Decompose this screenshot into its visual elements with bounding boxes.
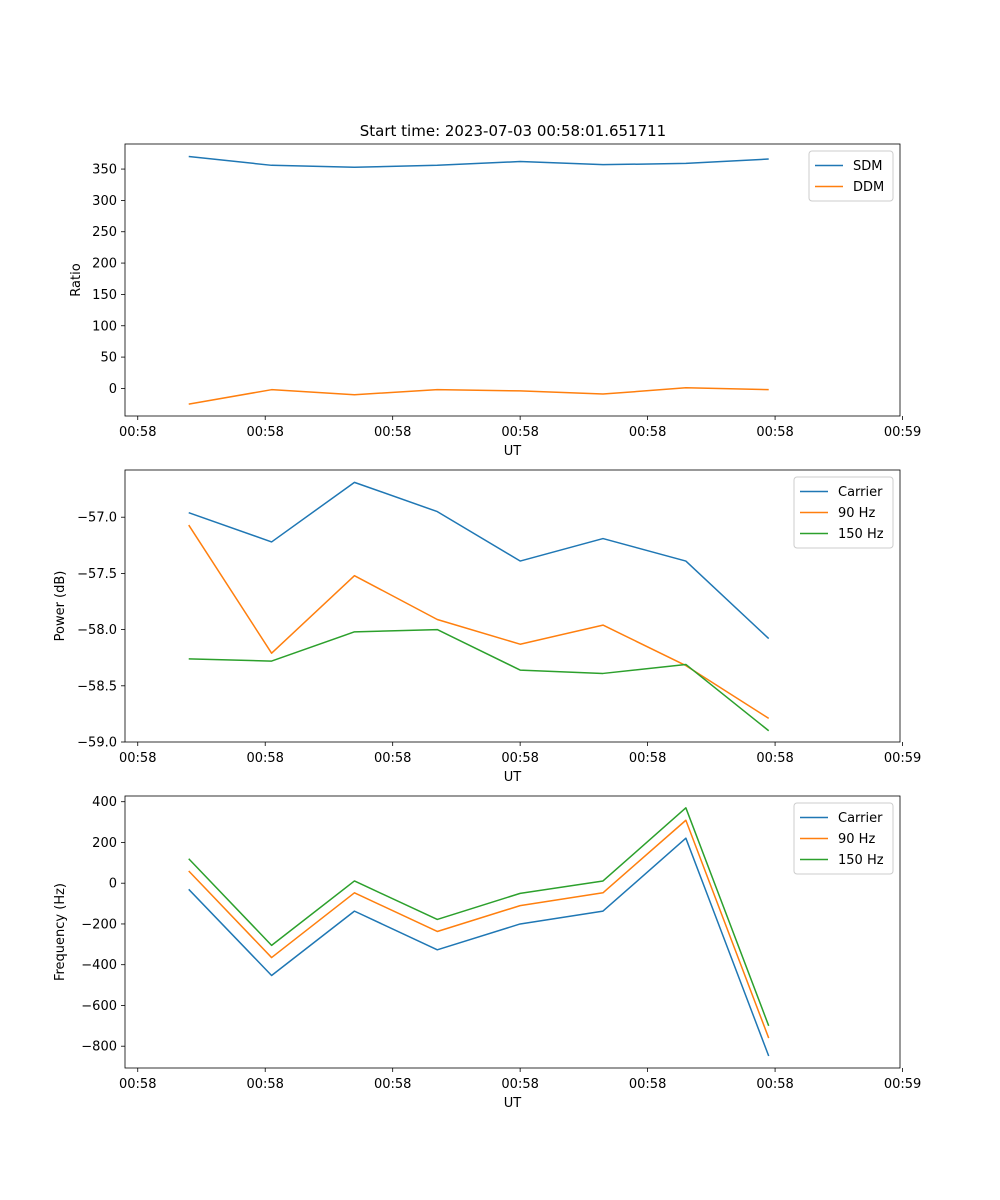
legend-label: 150 Hz <box>838 527 884 542</box>
legend-box <box>793 476 894 549</box>
y-tick-label: −59.0 <box>77 736 117 751</box>
y-tick-label: −600 <box>81 999 117 1014</box>
y-tick-label: 100 <box>92 319 117 334</box>
y-tick-label: 50 <box>100 351 117 366</box>
x-tick-label: 00:58 <box>374 751 411 766</box>
x-axis-label: UT <box>504 1096 522 1111</box>
x-tick-label: 00:58 <box>756 425 793 440</box>
legend-box <box>793 802 894 875</box>
y-tick-label: 150 <box>92 288 117 303</box>
x-tick-label: 00:58 <box>501 751 538 766</box>
figure-title: Start time: 2023-07-03 00:58:01.651711 <box>360 122 666 140</box>
y-tick-label: 300 <box>92 194 117 209</box>
x-tick-label: 00:58 <box>246 751 283 766</box>
y-tick-label: −800 <box>81 1040 117 1055</box>
legend-label: 150 Hz <box>838 853 884 868</box>
y-axis-label: Ratio <box>69 263 84 296</box>
y-tick-label: 200 <box>92 257 117 272</box>
y-tick-label: 200 <box>92 836 117 851</box>
x-tick-label: 00:58 <box>756 1077 793 1092</box>
y-tick-label: −57.5 <box>77 567 117 582</box>
y-tick-label: 400 <box>92 795 117 810</box>
legend: SDM DDM <box>808 150 894 202</box>
y-tick-label: −58.0 <box>77 623 117 638</box>
chart-panel-1: 00:58 00:58 00:58 00:58 00:58 00:58 00:59 0 50 10… <box>69 143 921 459</box>
legend-label: SDM <box>853 159 882 174</box>
y-tick-label: 0 <box>109 877 117 892</box>
y-tick-label: −58.5 <box>77 679 117 694</box>
axes-frame <box>124 143 901 417</box>
x-tick-label: 00:58 <box>501 1077 538 1092</box>
y-tick-label: 350 <box>92 163 117 178</box>
x-tick-label: 00:58 <box>629 751 666 766</box>
y-tick-label: 250 <box>92 225 117 240</box>
x-tick-label: 00:58 <box>246 425 283 440</box>
x-tick-label: 00:59 <box>884 751 921 766</box>
x-tick-label: 00:59 <box>884 425 921 440</box>
x-axis-label: UT <box>504 444 522 459</box>
y-axis-label: Frequency (Hz) <box>53 883 68 981</box>
series-line-150-hz <box>188 807 770 1027</box>
legend-label: Carrier <box>838 811 883 826</box>
series-line-carrier <box>188 837 770 1057</box>
series-line-sdm <box>188 155 769 168</box>
x-tick-label: 00:58 <box>119 1077 156 1092</box>
legend-box <box>808 150 894 202</box>
legend-label: DDM <box>853 180 884 195</box>
series-line-carrier <box>188 481 770 640</box>
legend-label: 90 Hz <box>838 506 875 521</box>
x-tick-label: 00:58 <box>756 751 793 766</box>
y-axis-label: Power (dB) <box>53 571 68 642</box>
legend-label: 90 Hz <box>838 832 875 847</box>
series-line-150-hz <box>188 628 770 732</box>
series-line-90-hz <box>188 524 770 720</box>
y-tick-label: 0 <box>109 382 117 397</box>
x-tick-label: 00:58 <box>374 1077 411 1092</box>
series-line-ddm <box>188 387 769 405</box>
axes-frame <box>124 795 901 1069</box>
y-tick-label: −57.0 <box>77 511 117 526</box>
x-tick-label: 00:58 <box>629 425 666 440</box>
legend-label: Carrier <box>838 485 883 500</box>
x-tick-label: 00:58 <box>246 1077 283 1092</box>
x-axis-label: UT <box>504 770 522 785</box>
x-tick-label: 00:58 <box>501 425 538 440</box>
y-tick-label: −400 <box>81 958 117 973</box>
chart-panel-2: 00:58 00:58 00:58 00:58 00:58 00:58 00:59 −59.0… <box>53 469 921 785</box>
x-tick-label: 00:58 <box>119 751 156 766</box>
x-tick-label: 00:58 <box>374 425 411 440</box>
x-tick-label: 00:58 <box>629 1077 666 1092</box>
chart-panel-3: 00:58 00:58 00:58 00:58 00:58 00:58 00:59 −800 −… <box>53 795 921 1111</box>
axes-frame <box>124 469 901 743</box>
legend: Carrier 90 Hz 150 Hz <box>793 476 894 549</box>
series-line-90-hz <box>188 819 770 1039</box>
x-tick-label: 00:59 <box>884 1077 921 1092</box>
y-tick-label: −200 <box>81 917 117 932</box>
x-tick-label: 00:58 <box>119 425 156 440</box>
legend: Carrier 90 Hz 150 Hz <box>793 802 894 875</box>
